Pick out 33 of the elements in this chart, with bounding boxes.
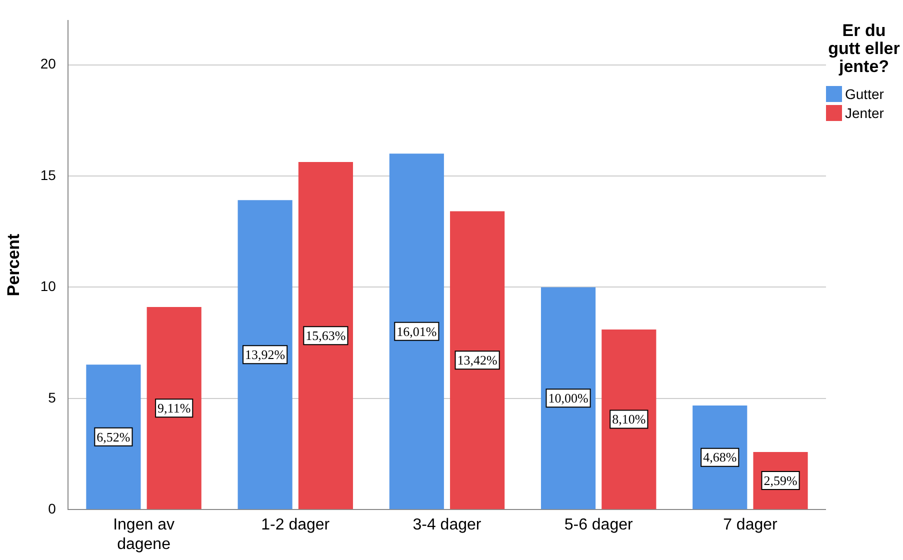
x-tick-label: 3-4 dager	[412, 516, 482, 534]
data-label: 4,68%	[703, 450, 737, 465]
bar	[146, 307, 202, 510]
bar	[692, 406, 748, 510]
data-label: 6,52%	[96, 429, 130, 444]
y-axis-title: Percent	[4, 233, 23, 296]
data-label: 9,11%	[158, 400, 191, 416]
data-label: 8,10%	[612, 412, 646, 427]
data-label: 16,01%	[396, 324, 437, 339]
bar	[540, 287, 596, 510]
x-tick-label: Ingen av dagene	[113, 516, 174, 553]
y-tick-label: 15	[40, 166, 56, 183]
x-tick-label: 7 dager	[723, 516, 778, 534]
bar	[86, 364, 141, 510]
y-tick-label: 20	[40, 56, 56, 72]
bar	[389, 154, 444, 510]
data-label: 13,92%	[245, 347, 286, 362]
data-label: 15,63%	[306, 328, 346, 343]
legend-label: Gutter	[845, 86, 884, 102]
data-label: 13,42%	[457, 352, 498, 368]
bar	[602, 329, 656, 510]
data-label: 2,59%	[764, 472, 798, 488]
bar	[450, 211, 505, 510]
x-tick-label: 1-2 dager	[261, 516, 330, 534]
y-tick-label: 10	[40, 278, 56, 294]
legend-label: Jenter	[845, 105, 884, 121]
y-tick-label: 0	[48, 500, 56, 516]
y-tick-label: 5	[48, 389, 56, 406]
data-label: 10,00%	[548, 390, 588, 406]
bar	[238, 200, 292, 510]
x-tick-label: 5-6 dager	[564, 516, 634, 534]
legend-title: Er du gutt eller jente?	[827, 21, 901, 76]
bar	[298, 162, 353, 510]
